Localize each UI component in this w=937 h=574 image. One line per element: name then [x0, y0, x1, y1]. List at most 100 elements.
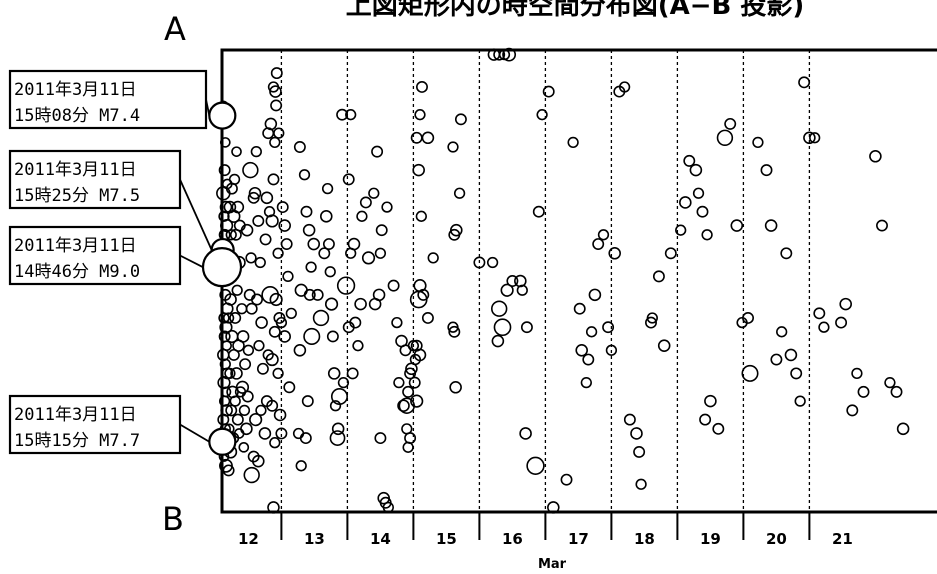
x-axis-ticks: 12 13 14 15 16 17 18 19 20 21 [238, 512, 853, 548]
data-point-60 [236, 303, 248, 315]
data-point-216 [473, 256, 486, 269]
data-point-167 [368, 187, 380, 199]
data-point-134 [299, 432, 312, 445]
data-point-81 [253, 340, 265, 352]
data-point-123 [265, 352, 279, 367]
data-point-231 [526, 456, 545, 475]
data-point-208 [447, 141, 459, 153]
data-point-158 [352, 340, 364, 352]
data-point-229 [520, 321, 533, 334]
data-point-56 [231, 200, 245, 214]
data-point-63 [235, 380, 250, 394]
axes [220, 48, 937, 514]
callout-time-mag-3: 15時15分 M7.7 [14, 431, 140, 451]
data-point-285 [798, 76, 811, 89]
data-point-217 [486, 256, 499, 269]
data-point-122 [268, 325, 281, 338]
data-point-260 [675, 224, 687, 236]
data-point-61 [236, 330, 250, 343]
data-point-246 [602, 321, 615, 334]
data-point-168 [371, 145, 384, 158]
data-point-230 [519, 427, 532, 440]
callout-quake-2 [201, 247, 243, 288]
data-point-171 [375, 224, 388, 237]
data-point-210 [450, 223, 463, 237]
scatter-points [216, 47, 910, 514]
data-point-204 [408, 376, 421, 389]
data-point-127 [300, 205, 313, 218]
data-point-256 [646, 312, 658, 324]
data-point-266 [701, 229, 713, 241]
data-point-146 [326, 330, 339, 343]
x-tick-label-1: 13 [304, 530, 325, 548]
data-point-79 [251, 293, 263, 306]
data-point-250 [618, 81, 631, 93]
data-point-116 [278, 330, 291, 343]
x-tick-label-9: 21 [832, 530, 853, 548]
data-point-232 [532, 205, 545, 218]
data-point-281 [780, 247, 793, 260]
data-point-108 [266, 399, 279, 412]
data-point-74 [242, 161, 259, 179]
data-point-239 [575, 344, 588, 357]
data-point-233 [536, 109, 548, 121]
callout-date-0: 2011年3月11日 [14, 80, 137, 100]
data-point-156 [336, 276, 356, 295]
data-point-197 [421, 131, 435, 145]
data-point-106 [273, 408, 287, 422]
data-point-48 [231, 413, 244, 426]
data-point-93 [260, 191, 274, 205]
data-point-70 [245, 252, 257, 264]
data-point-47 [230, 367, 243, 380]
data-point-196 [416, 81, 428, 93]
data-point-297 [884, 377, 896, 389]
data-point-253 [633, 445, 646, 458]
data-point-278 [764, 219, 778, 232]
data-point-198 [427, 252, 439, 264]
data-point-138 [311, 288, 324, 301]
data-point-280 [776, 326, 788, 338]
data-point-251 [623, 413, 636, 426]
x-tick-label-8: 20 [766, 530, 787, 548]
callout-box-2 [8, 225, 182, 286]
data-point-72 [245, 302, 258, 315]
data-point-193 [412, 163, 425, 177]
data-point-52 [229, 311, 242, 324]
data-point-46 [229, 395, 241, 407]
data-point-205 [413, 348, 427, 362]
data-point-99 [270, 99, 283, 112]
data-point-96 [267, 173, 280, 186]
data-point-183 [397, 399, 410, 413]
data-point-115 [282, 270, 294, 283]
data-point-141 [319, 210, 333, 223]
data-point-271 [724, 117, 737, 130]
data-point-238 [573, 302, 586, 315]
callout-time-mag-1: 15時25分 M7.5 [14, 186, 140, 206]
data-point-270 [716, 129, 734, 146]
data-point-170 [374, 247, 387, 259]
data-point-126 [302, 223, 316, 237]
data-point-78 [254, 256, 266, 269]
data-point-150 [330, 387, 349, 406]
data-point-66 [238, 442, 250, 453]
data-point-101 [270, 67, 283, 80]
data-point-160 [346, 367, 359, 380]
data-point-227 [514, 274, 527, 288]
data-point-225 [500, 283, 514, 297]
data-point-104 [273, 127, 285, 139]
data-point-112 [272, 247, 284, 259]
data-point-237 [567, 136, 579, 149]
data-point-155 [345, 247, 357, 259]
data-point-148 [329, 400, 342, 412]
data-point-207 [402, 441, 414, 453]
data-point-13 [218, 312, 230, 324]
callout-leader-2 [179, 254, 204, 268]
data-point-33 [225, 229, 237, 241]
data-point-211 [453, 187, 466, 199]
data-point-236 [560, 473, 573, 486]
data-point-243 [588, 288, 602, 302]
data-point-291 [839, 297, 852, 311]
data-point-269 [712, 422, 725, 435]
data-point-299 [896, 422, 910, 436]
